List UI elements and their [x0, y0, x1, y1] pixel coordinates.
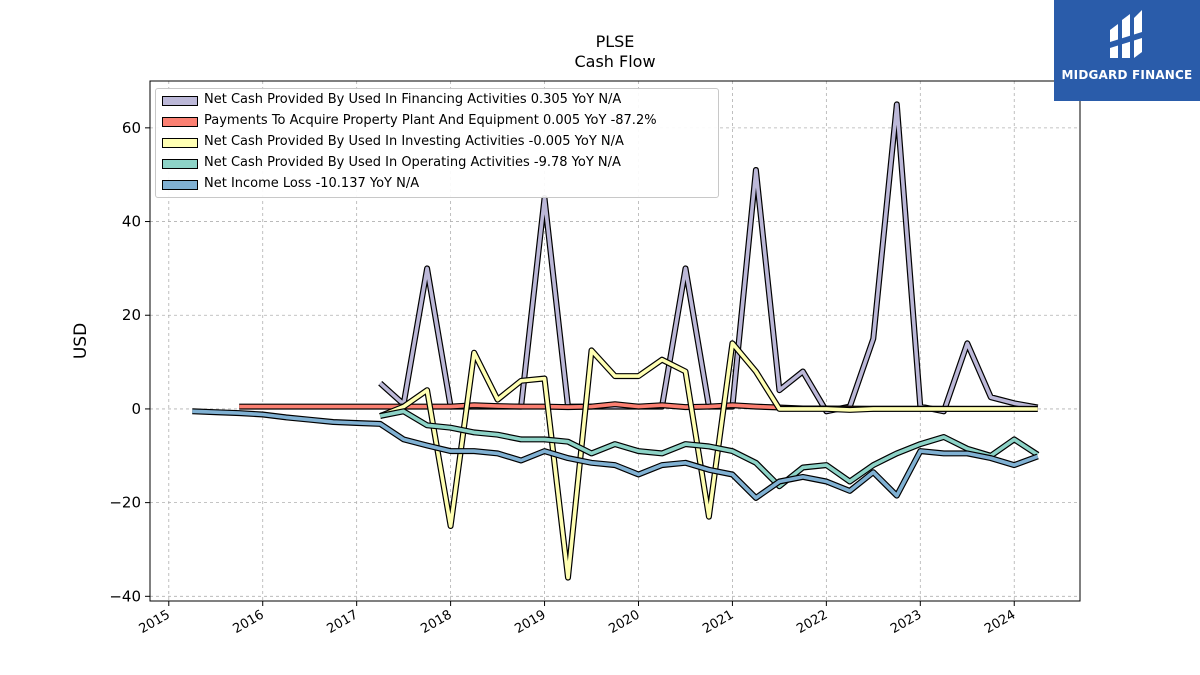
- legend-swatch: [162, 117, 198, 127]
- chart-title: PLSE: [595, 32, 635, 51]
- x-tick-label: 2015: [137, 607, 173, 637]
- series-line-4: [192, 409, 1039, 500]
- x-tick-label: 2019: [512, 607, 548, 637]
- chart-subtitle: Cash Flow: [574, 52, 656, 71]
- y-axis-label: USD: [71, 323, 91, 359]
- y-tick-label: −20: [109, 494, 141, 512]
- x-tick-label: 2017: [325, 607, 361, 637]
- y-tick-label: 40: [122, 213, 141, 231]
- legend-label: Net Cash Provided By Used In Financing A…: [204, 92, 622, 107]
- legend: Net Cash Provided By Used In Financing A…: [155, 88, 719, 198]
- plot-frame: [149, 80, 1081, 602]
- y-tick-label: 60: [122, 119, 141, 137]
- legend-label: Net Cash Provided By Used In Operating A…: [204, 155, 621, 170]
- x-tick-label: 2024: [982, 607, 1018, 637]
- legend-swatch: [162, 159, 198, 169]
- x-tick-label: 2018: [418, 607, 454, 637]
- x-tick-label: 2016: [231, 607, 267, 637]
- legend-label: Net Cash Provided By Used In Investing A…: [204, 134, 624, 149]
- legend-swatch: [162, 180, 198, 190]
- x-tick-label: 2020: [606, 607, 642, 637]
- y-axis: −40 −20 0 20 40 60: [109, 119, 150, 605]
- x-tick-label: 2023: [888, 607, 924, 637]
- x-axis: 2015 2016 2017 2018 2019 2020 2021 2022 2023 2024: [137, 601, 1018, 637]
- legend-swatch: [162, 96, 198, 106]
- series-line-3: [379, 409, 1039, 488]
- y-tick-label: −40: [109, 587, 141, 605]
- brand-logo: MIDGARD FINANCE: [1054, 0, 1200, 101]
- series-lines: [192, 101, 1040, 581]
- legend-label: Payments To Acquire Property Plant And E…: [204, 113, 657, 128]
- midgard-logo-icon: [1110, 10, 1142, 58]
- x-tick-label: 2021: [700, 607, 736, 637]
- y-tick-label: 20: [122, 306, 141, 324]
- legend-swatch: [162, 138, 198, 148]
- legend-label: Net Income Loss -10.137 YoY N/A: [204, 176, 420, 191]
- brand-name: MIDGARD FINANCE: [1061, 68, 1193, 82]
- y-tick-label: 0: [131, 400, 141, 418]
- series-line-2: [379, 341, 1038, 580]
- x-tick-label: 2022: [794, 607, 830, 637]
